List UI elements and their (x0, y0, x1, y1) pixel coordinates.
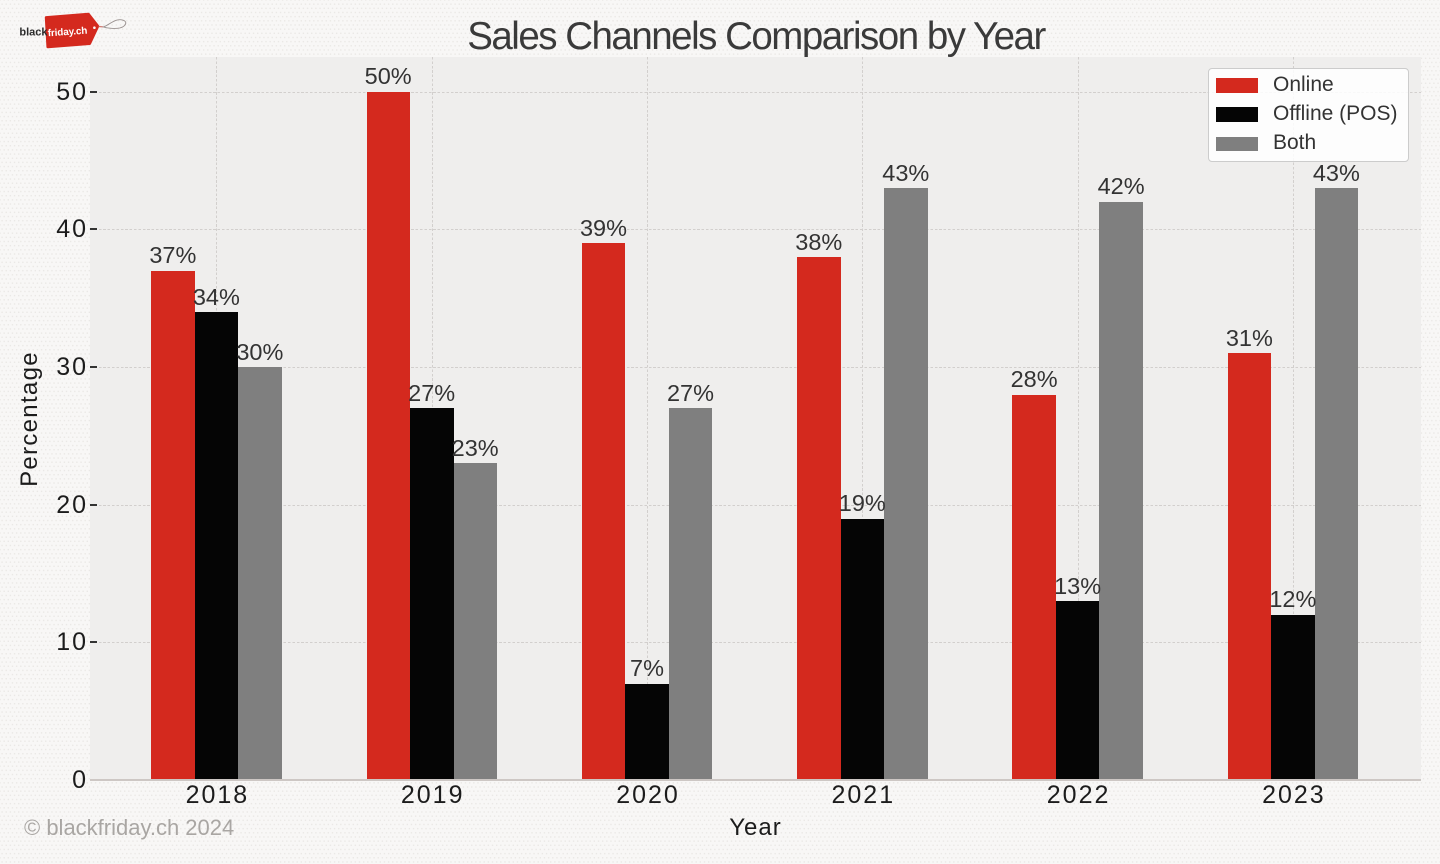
svg-text:friday.ch: friday.ch (47, 26, 87, 40)
svg-text:black: black (19, 27, 48, 39)
